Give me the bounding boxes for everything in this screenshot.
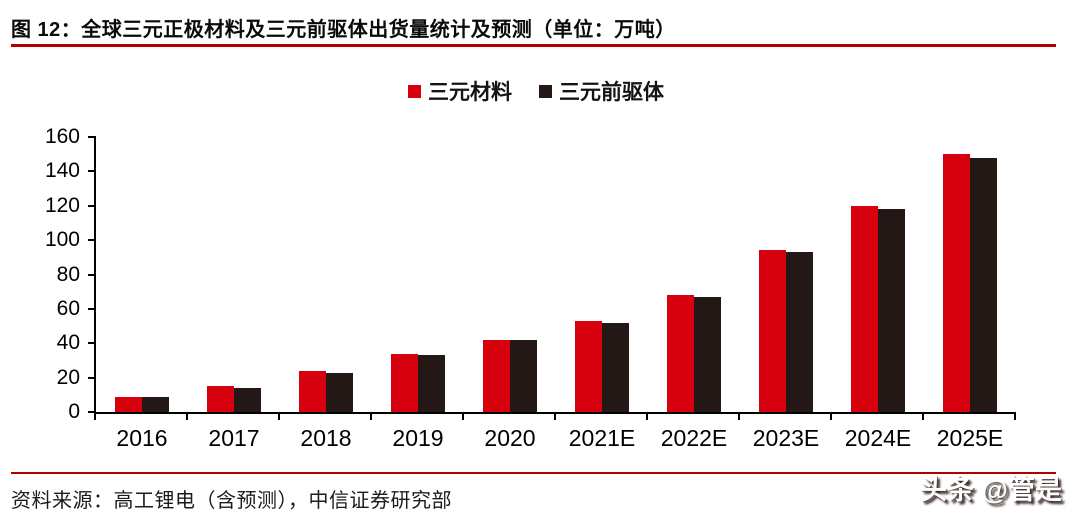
y-axis-line [94,137,96,414]
x-tick-label: 2025E [936,425,1004,451]
x-axis-tick [278,412,280,420]
y-tick-label: 40 [56,331,80,355]
bar-ternary-material [851,205,878,412]
x-tick-label: 2023E [752,425,820,451]
y-axis-tick [88,342,96,345]
y-axis-tick [88,376,96,379]
watermark: 头条 @管是 [920,475,1062,505]
bar-ternary-precursor [326,372,353,412]
y-axis-tick [88,136,96,138]
x-tick-label: 2017 [208,425,260,451]
y-axis-tick [88,239,96,242]
legend-swatch-red-icon [408,84,421,98]
y-tick-label: 20 [56,365,80,389]
x-tick-label: 2021E [568,425,636,451]
x-axis-tick [1014,412,1016,420]
bar-ternary-material [207,386,234,412]
bar-group: 2017 [188,137,280,451]
x-axis-tick [462,412,464,420]
bar-ternary-material [115,396,142,412]
bar-group: 2025E [924,137,1016,451]
bar-ternary-material [943,154,970,412]
bar-ternary-precursor [970,157,997,412]
y-tick-label: 100 [44,228,80,252]
bar-ternary-precursor [234,387,261,412]
bar-ternary-material [483,339,510,412]
x-tick-label: 2019 [392,425,444,451]
y-axis-tick [88,204,96,207]
y-tick-label: 160 [44,125,80,148]
bar-ternary-material [575,320,602,412]
y-tick-label: 60 [56,296,80,320]
y-tick-label: 140 [44,159,80,183]
x-axis-tick [370,412,372,420]
bar-group: 2018 [280,137,372,451]
y-axis-tick [88,273,96,276]
x-axis-tick [646,412,648,420]
bar-group: 2020 [464,137,556,451]
y-tick-label: 120 [44,193,80,217]
bar-ternary-material [391,353,418,412]
bar-ternary-precursor [878,209,905,412]
bar-group: 2022E [648,137,740,451]
y-axis-tick [88,411,96,413]
x-axis-tick [922,412,924,420]
y-tick-label: 0 [68,400,80,423]
legend-item-ternary-precursor: 三元前驱体 [539,76,664,106]
legend-swatch-dark-icon [539,84,552,98]
bar-group: 2024E [832,137,924,451]
bar-group: 2019 [372,137,464,451]
x-tick-label: 2016 [116,425,168,451]
legend-label-ternary-material: 三元材料 [428,81,512,104]
bar-group: 2023E [740,137,832,451]
bar-ternary-precursor [510,339,537,412]
bar-ternary-precursor [694,296,721,412]
bar-ternary-precursor [786,252,813,412]
plot-area: 2016 2017 2018 2019 2020 2021E 2022E 2023E 2024E… [96,137,1016,451]
x-axis-tick [554,412,556,420]
legend: 三元材料 三元前驱体 [0,76,1072,106]
footer-divider [11,472,1056,474]
bar-ternary-precursor [602,322,629,412]
bar-ternary-material [667,295,694,412]
legend-item-ternary-material: 三元材料 [408,76,512,106]
x-tick-label: 2018 [300,425,352,451]
bar-ternary-precursor [142,396,169,412]
bar-ternary-material [299,370,326,412]
y-axis-tick [88,307,96,310]
bar-ternary-material [759,250,786,412]
y-tick-label: 80 [56,262,80,286]
x-tick-label: 2024E [844,425,912,451]
x-axis-tick [830,412,832,420]
source-note: 资料来源：高工锂电（含预测），中信证券研究部 [11,490,452,512]
bar-ternary-precursor [418,355,445,412]
legend-label-ternary-precursor: 三元前驱体 [559,81,664,104]
title-divider [11,44,1056,47]
figure-title: 图 12：全球三元正极材料及三元前驱体出货量统计及预测（单位：万吨） [11,19,676,41]
x-axis-tick [94,412,96,420]
x-tick-label: 2022E [660,425,728,451]
x-axis-tick [738,412,740,420]
bar-group: 2016 [96,137,188,451]
y-axis-tick [88,170,96,173]
x-tick-label: 2020 [484,425,536,451]
bar-group: 2021E [556,137,648,451]
x-axis-tick [186,412,188,420]
